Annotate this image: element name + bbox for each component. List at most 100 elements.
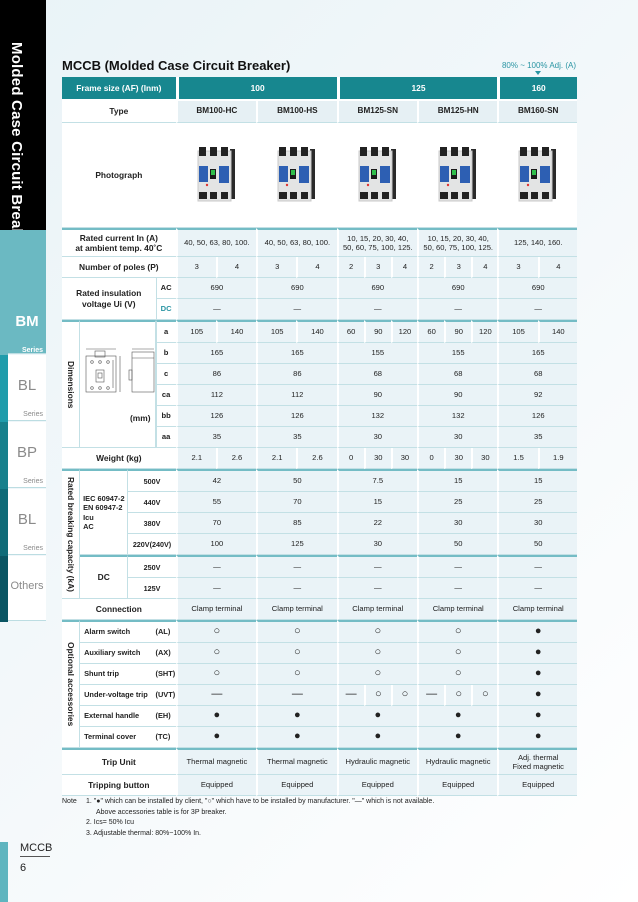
value-cell: 2 xyxy=(417,257,445,278)
value-cell: — xyxy=(497,299,577,320)
value-cell: 3 xyxy=(175,257,216,278)
value-cell: Thermal magnetic xyxy=(175,748,257,775)
accessory-code: (AL) xyxy=(155,620,176,643)
tab-color-strip xyxy=(0,355,8,422)
value-cell: 2.1 xyxy=(256,448,297,469)
dimension-row-b: b 165 165 155 155 165 xyxy=(62,343,577,364)
breaker-photo xyxy=(336,123,417,228)
sidebar-tab-others[interactable]: Others xyxy=(0,556,46,622)
breaker-photo xyxy=(497,123,577,228)
value-cell: 90 xyxy=(363,320,391,343)
value-cell: 3 xyxy=(497,257,538,278)
breaking-row-220v(240v): 220V(240V) 100 125 30 50 50 xyxy=(62,534,577,555)
value-cell: 3 xyxy=(444,257,472,278)
value-cell: 30 xyxy=(336,427,417,448)
value-cell: ○ xyxy=(417,664,498,685)
value-cell: 25 xyxy=(497,492,577,513)
value-cell: 30 xyxy=(336,534,417,555)
type-label: Type xyxy=(62,101,176,123)
tab-label: BP xyxy=(16,444,37,461)
value-cell: Thermal magnetic xyxy=(256,748,337,775)
frame-size-label: Frame size (AF) (Inm) xyxy=(62,77,176,101)
tab-sublabel: Series xyxy=(23,411,43,418)
footer-strip xyxy=(0,842,8,902)
value-cell: 85 xyxy=(256,513,337,534)
value-cell: — xyxy=(336,299,417,320)
value-cell: ○ xyxy=(256,620,337,643)
value-cell: 105 xyxy=(256,320,297,343)
breaker-image xyxy=(356,146,398,205)
accessory-name: Auxiliary switch xyxy=(80,643,156,664)
sidebar-tab-bm[interactable]: BM Series xyxy=(0,230,46,355)
dc-label: DC xyxy=(80,555,128,599)
value-cell: 50 xyxy=(497,534,577,555)
value-cell: 126 xyxy=(497,406,577,427)
dimension-row-c: c 86 86 68 68 68 xyxy=(62,364,577,385)
value-cell: 42 xyxy=(175,469,257,492)
sidebar-tab-bl[interactable]: BL Series xyxy=(0,489,46,556)
value-cell: ● xyxy=(497,685,577,706)
page-number: 6 xyxy=(20,862,27,874)
value-cell: Clamp terminal xyxy=(256,599,337,620)
value-cell: Equipped xyxy=(336,775,417,796)
footer-section: MCCB xyxy=(20,842,52,857)
value-cell: Equipped xyxy=(256,775,337,796)
value-cell: Equipped xyxy=(175,775,257,796)
spec-table: Frame size (AF) (Inm) 100 125 160 Type BM100-… xyxy=(62,77,577,796)
rated-current-label: Rated current In (A) at ambient temp. 40… xyxy=(62,228,176,257)
insulation-sub-label: DC xyxy=(155,299,176,320)
value-cell: 155 xyxy=(336,343,417,364)
dimension-row-ca: ca 112 112 90 90 92 xyxy=(62,385,577,406)
value-cell: — xyxy=(497,578,577,599)
value-cell: 40, 50, 63, 80, 100. xyxy=(175,228,257,257)
dimension-row-a: Dimensions (mm) a 105 140 105 140 60 90 120 60 90 12… xyxy=(62,320,577,448)
breaking-row-380v: 380V 70 85 22 30 30 xyxy=(62,513,577,534)
value-cell: BM125-HN xyxy=(417,101,498,123)
value-cell: ● xyxy=(497,620,577,643)
photograph-label: Photograph xyxy=(62,123,176,228)
value-cell: 105 xyxy=(175,320,216,343)
value-cell: Hydraulic magnetic xyxy=(417,748,498,775)
value-cell: ● xyxy=(336,727,417,748)
value-cell: Clamp terminal xyxy=(417,599,498,620)
dimension-key: b xyxy=(155,343,176,364)
value-cell: 7.5 xyxy=(336,469,417,492)
sidebar-tab-bl[interactable]: BL Series xyxy=(0,355,46,422)
value-cell: — xyxy=(417,685,445,706)
accessory-code: (UVT) xyxy=(155,685,176,706)
dimension-drawing: (mm) xyxy=(80,320,156,448)
note-line: 2. Ics= 50% Icu xyxy=(86,819,135,826)
photo-row: Photograph xyxy=(62,123,577,228)
value-cell: 3 xyxy=(256,257,297,278)
sidebar-tab-bp[interactable]: BP Series xyxy=(0,422,46,489)
value-cell: ● xyxy=(256,706,337,727)
value-cell: 70 xyxy=(175,513,257,534)
accessory-row: Auxiliary switch (AX) ○ ○ ○ ○ ● xyxy=(62,643,577,664)
tab-label: Others xyxy=(10,580,44,592)
value-cell: ○ xyxy=(336,664,417,685)
value-cell: 0 xyxy=(417,448,445,469)
value-cell: ● xyxy=(497,706,577,727)
value-cell: 690 xyxy=(417,278,498,299)
value-cell: 126 xyxy=(256,406,337,427)
poles-row: Number of poles (P) 3 4 3 4 2 3 4 2 3 4 3 4 xyxy=(62,257,577,278)
value-cell: 15 xyxy=(497,469,577,492)
value-cell: 112 xyxy=(256,385,337,406)
breaker-photo xyxy=(417,123,498,228)
section-label: Optional accessories xyxy=(65,642,76,727)
value-cell: ● xyxy=(497,727,577,748)
value-cell: 112 xyxy=(175,385,257,406)
value-cell: — xyxy=(256,555,337,578)
trip-unit-label: Trip Unit xyxy=(62,748,176,775)
value-cell: 60 xyxy=(336,320,364,343)
value-cell: — xyxy=(256,578,337,599)
value-cell: 90 xyxy=(417,385,498,406)
section-label: Dimensions xyxy=(65,360,76,409)
value-cell: 3 xyxy=(363,257,391,278)
weight-row: Weight (kg) 2.1 2.6 2.1 2.6 0 30 30 0 30 30 1.5 1.9 xyxy=(62,448,577,469)
tripping-button-label: Tripping button xyxy=(62,775,176,796)
sidebar-header: Molded Case Circuit Breaker xyxy=(0,0,46,252)
weight-label: Weight (kg) xyxy=(62,448,176,469)
value-cell: 40, 50, 63, 80, 100. xyxy=(256,228,337,257)
value-cell: 35 xyxy=(497,427,577,448)
